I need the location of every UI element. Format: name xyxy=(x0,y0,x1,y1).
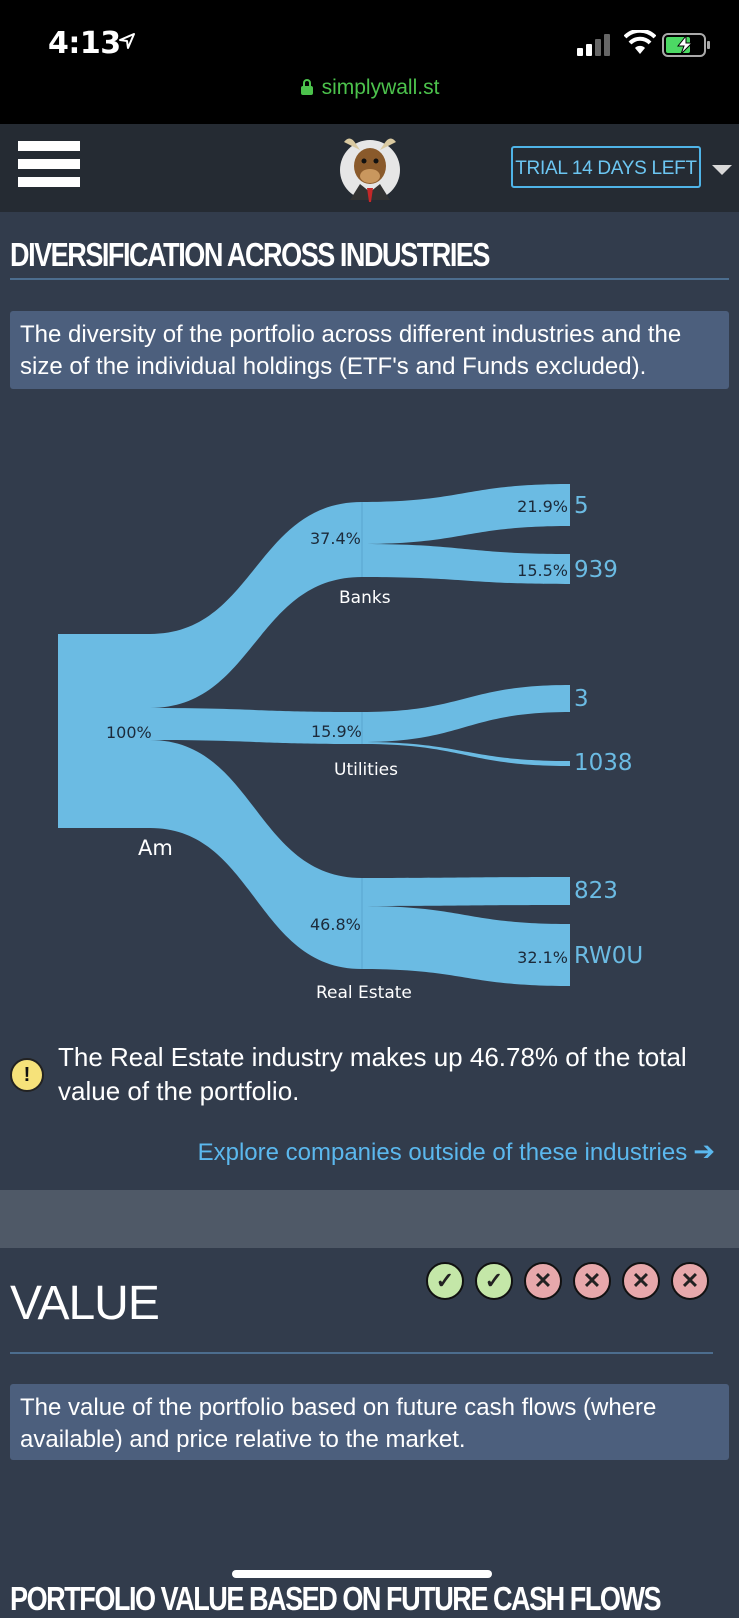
url-bar[interactable]: simplywall.st xyxy=(0,76,739,100)
explore-link-text: Explore companies outside of these indus… xyxy=(197,1139,688,1166)
warning-icon: ! xyxy=(10,1058,44,1092)
status-time: 4:13 xyxy=(48,26,121,61)
section-divider xyxy=(10,278,729,280)
sankey-link-banks[interactable] xyxy=(150,502,362,708)
check-fail-icon[interactable]: ✕ xyxy=(524,1262,562,1300)
sankey-holding-percent: 15.5% xyxy=(517,561,568,580)
check-fail-icon[interactable]: ✕ xyxy=(573,1262,611,1300)
hamburger-menu-icon[interactable] xyxy=(18,141,80,195)
check-fail-icon[interactable]: ✕ xyxy=(622,1262,660,1300)
check-pass-icon[interactable]: ✓ xyxy=(426,1262,464,1300)
sankey-link-holding-3[interactable] xyxy=(362,685,570,742)
sankey-holding-label[interactable]: RW0U xyxy=(574,943,643,969)
sankey-link-holding-823[interactable] xyxy=(362,877,570,906)
explore-industries-link[interactable]: Explore companies outside of these indus… xyxy=(198,1136,715,1167)
url-text: simplywall.st xyxy=(321,76,440,99)
chevron-down-icon[interactable] xyxy=(712,165,732,175)
sankey-industry-label: Utilities xyxy=(334,760,398,780)
location-arrow-icon xyxy=(119,33,135,49)
arrow-right-icon: ➔ xyxy=(693,1136,715,1166)
sankey-industry-percent: 15.9% xyxy=(311,722,362,741)
sankey-industry-label: Real Estate xyxy=(316,983,412,1003)
alert-text: The Real Estate industry makes up 46.78%… xyxy=(58,1042,687,1106)
industry-sankey-chart: 100% Am 37.4% Banks 15.9% Utilities 46.8… xyxy=(58,484,643,1003)
sankey-holding-label[interactable]: 3 xyxy=(574,686,589,712)
status-bar: 4:13 simplywall.st xyxy=(0,0,739,124)
sankey-industry-percent: 37.4% xyxy=(310,529,361,548)
sankey-holding-label[interactable]: 939 xyxy=(574,557,618,583)
section-title-diversification: DIVERSIFICATION ACROSS INDUSTRIES xyxy=(10,236,490,273)
section-title-value: VALUE xyxy=(10,1277,160,1330)
trial-button[interactable]: TRIAL 14 DAYS LEFT xyxy=(511,146,701,188)
sankey-node-root[interactable] xyxy=(58,634,150,828)
cellular-signal-icon xyxy=(577,34,610,56)
sankey-holding-label[interactable]: 1038 xyxy=(574,750,633,776)
sankey-link-real-estate[interactable] xyxy=(150,740,362,969)
sankey-link-holding-5[interactable] xyxy=(362,484,570,544)
sankey-holding-percent: 21.9% xyxy=(517,497,568,516)
sankey-holding-label[interactable]: 823 xyxy=(574,878,618,904)
bull-logo-icon[interactable] xyxy=(336,128,404,206)
wifi-icon xyxy=(624,30,656,54)
sankey-holding-percent: 32.1% xyxy=(517,948,568,967)
sankey-holding-label[interactable]: 5 xyxy=(574,493,589,519)
top-navbar: TRIAL 14 DAYS LEFT xyxy=(0,124,739,212)
sankey-industry-percent: 46.8% xyxy=(310,915,361,934)
sankey-root-label: Am xyxy=(138,836,173,860)
sankey-link-holding-rw0u[interactable] xyxy=(362,906,570,986)
check-fail-icon[interactable]: ✕ xyxy=(671,1262,709,1300)
battery-charging-icon xyxy=(662,33,710,57)
section-separator xyxy=(0,1190,739,1248)
value-description: The value of the portfolio based on futu… xyxy=(10,1384,729,1460)
check-pass-icon[interactable]: ✓ xyxy=(475,1262,513,1300)
sankey-link-holding-1038[interactable] xyxy=(362,742,570,766)
sankey-link-utilities[interactable] xyxy=(150,708,362,744)
diversification-description: The diversity of the portfolio across di… xyxy=(10,311,729,389)
sankey-industry-label: Banks xyxy=(339,588,391,608)
section-title-future-cash-flows: PORTFOLIO VALUE BASED ON FUTURE CASH FLO… xyxy=(10,1580,662,1617)
home-indicator[interactable] xyxy=(232,1570,492,1578)
sankey-link-holding-939[interactable] xyxy=(362,544,570,584)
section-divider xyxy=(10,1352,713,1354)
lock-icon xyxy=(300,79,313,95)
sankey-root-percent: 100% xyxy=(106,723,152,742)
